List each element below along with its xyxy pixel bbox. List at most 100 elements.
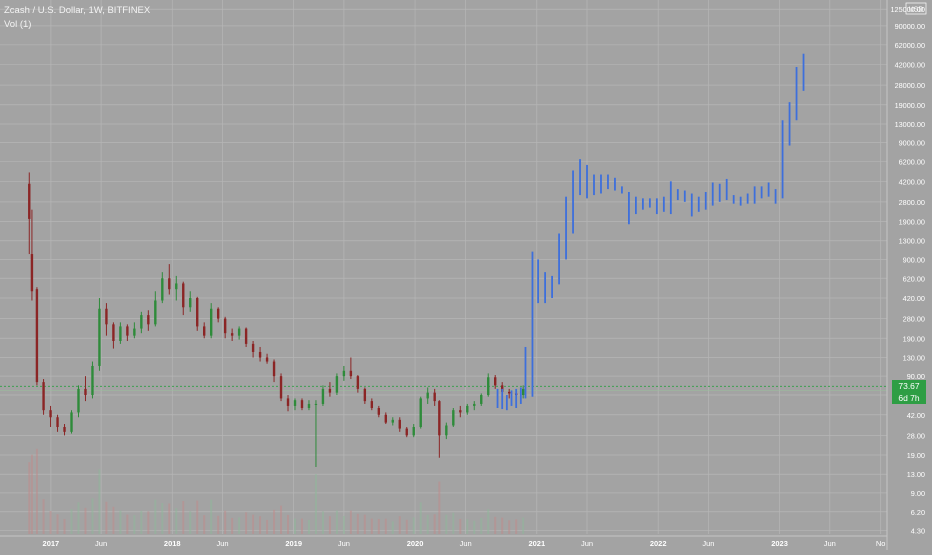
candle-body (314, 403, 318, 405)
y-tick-label: 190.00 (903, 334, 925, 343)
candle-body (154, 300, 157, 325)
x-tick-label: 2017 (43, 539, 60, 548)
candle-body (63, 427, 66, 432)
symbol-title[interactable]: Zcash / U.S. Dollar, 1W, BITFINEX (4, 5, 151, 16)
candle-body (28, 183, 31, 219)
volume-bar (419, 502, 422, 534)
y-tick-label: 9000.00 (899, 139, 925, 148)
candle-body (445, 425, 448, 436)
candle-body (459, 410, 462, 413)
x-tick-label: 2022 (650, 539, 667, 548)
candle-body (196, 298, 199, 327)
candle-body (279, 376, 283, 399)
y-tick-label: 9.00 (911, 489, 925, 498)
volume-bar (473, 520, 476, 534)
candle-body (244, 328, 248, 344)
volume-bar (384, 518, 387, 534)
volume-bar (412, 517, 415, 534)
candle-body (147, 315, 150, 325)
currency-box (905, 2, 927, 15)
volume-bar (466, 519, 469, 534)
y-tick-label: 19000.00 (895, 101, 925, 110)
x-tick-label: Jun (824, 539, 836, 548)
volume-bar (445, 514, 448, 534)
candle-body (501, 385, 504, 392)
volume-bar (224, 510, 227, 534)
candle-body (300, 400, 304, 409)
volume-bar (314, 474, 317, 534)
x-tick-label: Jun (460, 539, 472, 548)
candle-body (370, 401, 374, 409)
candle-body (405, 428, 408, 436)
volume-bar (459, 518, 462, 534)
x-tick-label: Jun (702, 539, 714, 548)
candle-body (384, 414, 387, 423)
candle-body (91, 365, 94, 396)
candle-body (230, 333, 234, 336)
y-tick-label: 130.00 (903, 353, 925, 362)
volume-bar (196, 500, 199, 534)
candle-body (265, 357, 269, 362)
y-tick-label: 62000.00 (895, 41, 925, 50)
volume-indicator-label[interactable]: Vol (1) (4, 19, 32, 30)
volume-bar (63, 518, 66, 534)
volume-bar (77, 502, 80, 534)
y-tick-label: 4200.00 (899, 177, 925, 186)
candle-body (349, 370, 353, 377)
volume-bar (398, 516, 401, 534)
volume-bar (49, 511, 52, 534)
x-tick-label: 2021 (528, 539, 545, 548)
volume-bar (119, 510, 122, 534)
candle-body (35, 289, 39, 383)
volume-bar (161, 503, 164, 534)
y-tick-label: 13.00 (907, 470, 925, 479)
candle-body (426, 392, 429, 399)
volume-bar (210, 499, 213, 534)
volume-bar (377, 518, 380, 534)
volume-bar (494, 516, 497, 534)
volume-bar (370, 518, 373, 534)
candle-body (377, 408, 381, 415)
volume-bar (321, 511, 324, 534)
volume-bar (356, 513, 359, 534)
candle-body (161, 278, 164, 301)
volume-bar (487, 509, 490, 534)
candle-body (209, 308, 213, 336)
candle-body (216, 308, 220, 319)
candle-body (363, 388, 367, 402)
volume-bar (217, 515, 220, 534)
candle-body (473, 403, 476, 406)
candle-body (438, 401, 441, 436)
volume-bar (245, 512, 248, 534)
volume-bar (501, 517, 504, 534)
candle-body (112, 324, 115, 341)
candle-body (84, 388, 87, 396)
candle-body (307, 403, 311, 409)
y-tick-label: 420.00 (903, 294, 925, 303)
candle-body (30, 254, 34, 292)
candle-body (398, 419, 401, 429)
candle-body (258, 351, 262, 358)
volume-bar (112, 506, 115, 534)
candle-body (98, 308, 101, 366)
candle-body (133, 328, 136, 336)
y-tick-label: 42000.00 (895, 61, 925, 70)
volume-bar (56, 514, 59, 534)
y-tick-label: 1900.00 (899, 218, 925, 227)
y-tick-label: 28000.00 (895, 81, 925, 90)
last-price-tag: 73.67 (892, 380, 926, 393)
volume-bar (98, 469, 101, 534)
volume-bar (84, 507, 87, 534)
volume-bar (168, 503, 171, 534)
candle-body (466, 405, 469, 413)
candle-body (342, 370, 346, 377)
volume-bar (259, 516, 262, 534)
candle-body (356, 376, 360, 389)
x-tick-label: 2018 (164, 539, 181, 548)
volume-bar (126, 514, 129, 534)
candle-body (203, 326, 206, 336)
volume-bar (405, 519, 408, 534)
